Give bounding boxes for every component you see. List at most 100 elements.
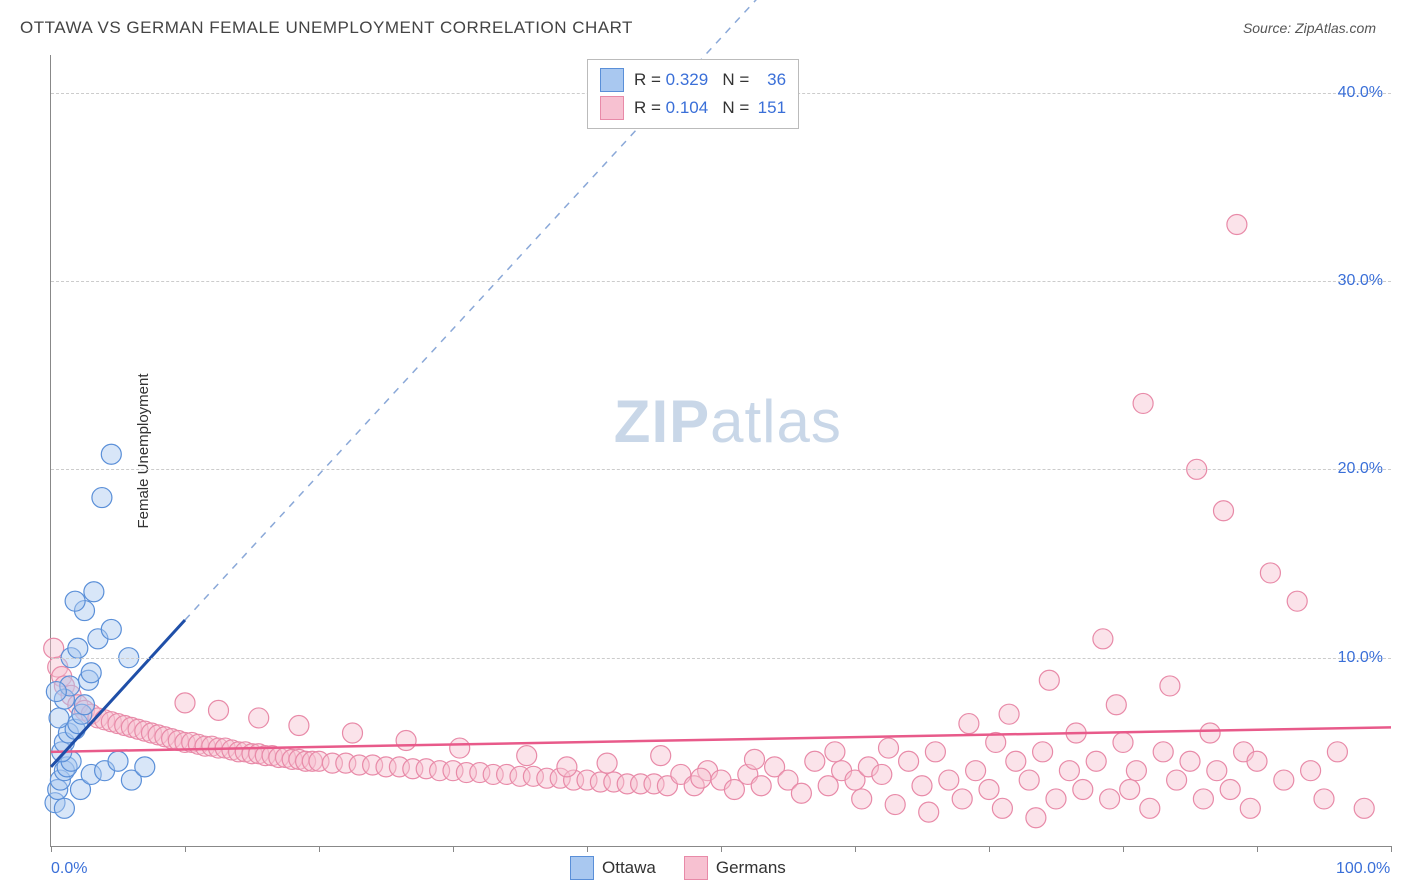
scatter-point (952, 789, 972, 809)
scatter-point (979, 780, 999, 800)
scatter-point (1140, 798, 1160, 818)
scatter-point (75, 695, 95, 715)
source-prefix: Source: (1243, 20, 1295, 36)
legend-row: R = 0.104 N = 151 (600, 94, 786, 122)
scatter-point (872, 764, 892, 784)
scatter-point (1019, 770, 1039, 790)
scatter-point (1086, 751, 1106, 771)
scatter-point (249, 708, 269, 728)
x-tick (1123, 846, 1124, 852)
scatter-point (1314, 789, 1334, 809)
scatter-point (885, 795, 905, 815)
scatter-point (651, 746, 671, 766)
scatter-point (939, 770, 959, 790)
y-axis-label: Female Unemployment (135, 373, 152, 528)
scatter-point (1327, 742, 1347, 762)
chart-plot-area: ZIPatlas Female Unemployment 10.0%20.0%3… (50, 55, 1391, 847)
gridline (51, 469, 1391, 470)
scatter-point (1200, 723, 1220, 743)
legend-swatch (600, 68, 624, 92)
scatter-point (101, 444, 121, 464)
scatter-point (912, 776, 932, 796)
scatter-point (1073, 780, 1093, 800)
scatter-point (751, 776, 771, 796)
scatter-point (691, 768, 711, 788)
source-name: ZipAtlas.com (1295, 20, 1376, 36)
scatter-point (1006, 751, 1026, 771)
scatter-point (65, 591, 85, 611)
scatter-point (175, 693, 195, 713)
scatter-point (54, 798, 74, 818)
scatter-point (1126, 761, 1146, 781)
scatter-point (1113, 732, 1133, 752)
scatter-point (966, 761, 986, 781)
scatter-point (1046, 789, 1066, 809)
x-tick (855, 846, 856, 852)
scatter-point (1106, 695, 1126, 715)
chart-title: OTTAWA VS GERMAN FEMALE UNEMPLOYMENT COR… (20, 18, 633, 38)
scatter-point (81, 663, 101, 683)
scatter-point (1133, 393, 1153, 413)
legend-row: R = 0.329 N = 36 (600, 66, 786, 94)
scatter-point (879, 738, 899, 758)
scatter-point (925, 742, 945, 762)
scatter-point (84, 582, 104, 602)
scatter-point (92, 488, 112, 508)
gridline (51, 281, 1391, 282)
header-bar: OTTAWA VS GERMAN FEMALE UNEMPLOYMENT COR… (0, 0, 1406, 48)
legend-bottom-label: Germans (716, 858, 786, 878)
scatter-point (825, 742, 845, 762)
scatter-point (1120, 780, 1140, 800)
scatter-point (1287, 591, 1307, 611)
scatter-point (517, 746, 537, 766)
legend-swatch (600, 96, 624, 120)
scatter-point (209, 700, 229, 720)
scatter-point (108, 751, 128, 771)
x-tick (51, 846, 52, 852)
scatter-point (1301, 761, 1321, 781)
scatter-point (1039, 670, 1059, 690)
scatter-point (999, 704, 1019, 724)
x-tick (319, 846, 320, 852)
scatter-point (1227, 215, 1247, 235)
scatter-point (1247, 751, 1267, 771)
scatter-point (1240, 798, 1260, 818)
x-tick (587, 846, 588, 852)
legend-swatch (570, 856, 594, 880)
scatter-point (450, 738, 470, 758)
scatter-point (1093, 629, 1113, 649)
legend-correlation-box: R = 0.329 N = 36 R = 0.104 N = 151 (587, 59, 799, 129)
scatter-point (1100, 789, 1120, 809)
scatter-point (135, 757, 155, 777)
chart-svg (51, 55, 1391, 846)
scatter-point (1033, 742, 1053, 762)
x-tick (1257, 846, 1258, 852)
scatter-point (919, 802, 939, 822)
legend-stats: R = 0.329 N = 36 (634, 70, 786, 90)
scatter-point (805, 751, 825, 771)
legend-bottom-item: Ottawa (570, 856, 656, 880)
scatter-point (1214, 501, 1234, 521)
scatter-point (1026, 808, 1046, 828)
x-tick (185, 846, 186, 852)
legend-swatch (684, 856, 708, 880)
trendline-germans (51, 727, 1391, 751)
scatter-point (1193, 789, 1213, 809)
scatter-point (44, 638, 64, 658)
scatter-point (1167, 770, 1187, 790)
scatter-point (396, 731, 416, 751)
scatter-point (68, 638, 88, 658)
scatter-point (1220, 780, 1240, 800)
scatter-point (1180, 751, 1200, 771)
scatter-point (852, 789, 872, 809)
legend-bottom: Ottawa Germans (570, 856, 786, 880)
scatter-point (49, 708, 69, 728)
x-tick (721, 846, 722, 852)
scatter-point (899, 751, 919, 771)
scatter-point (1160, 676, 1180, 696)
gridline (51, 658, 1391, 659)
scatter-point (959, 714, 979, 734)
legend-bottom-label: Ottawa (602, 858, 656, 878)
source-label: Source: ZipAtlas.com (1243, 20, 1376, 36)
scatter-point (992, 798, 1012, 818)
